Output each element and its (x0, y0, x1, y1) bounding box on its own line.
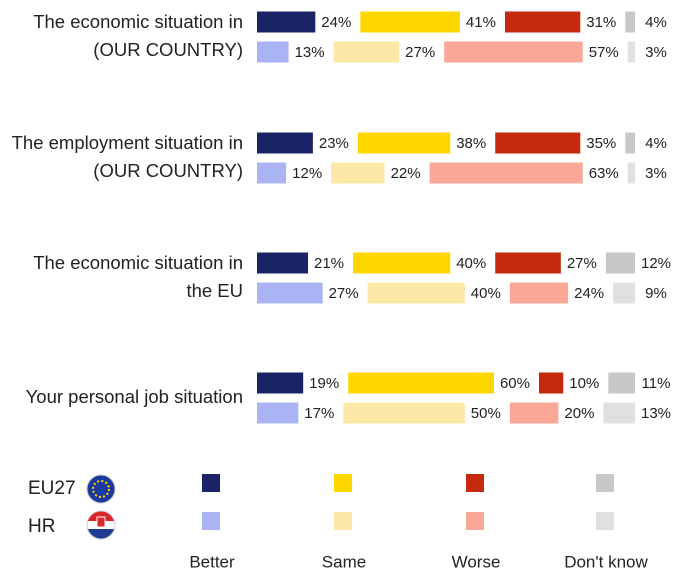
value-label: 13% (295, 44, 325, 61)
category-label: The economic situation in (33, 252, 243, 273)
value-label: 63% (589, 165, 619, 182)
value-label: 23% (319, 135, 349, 152)
bar-segment (495, 252, 561, 274)
value-label: 9% (645, 285, 667, 302)
category-label: The employment situation in (12, 132, 243, 153)
value-label: 27% (567, 255, 597, 272)
value-label: 35% (586, 135, 616, 152)
bar-segment (257, 252, 309, 274)
value-label: 12% (641, 255, 671, 272)
value-label: 31% (586, 14, 616, 31)
category-label: (OUR COUNTRY) (93, 160, 243, 181)
value-label: 40% (456, 255, 486, 272)
value-label: 4% (645, 14, 667, 31)
category-label: The economic situation in (33, 11, 243, 32)
bar-segment (509, 402, 559, 424)
value-label: 11% (642, 375, 671, 392)
bar-segment (360, 11, 460, 33)
bar-segment (627, 41, 635, 63)
value-label: 60% (500, 375, 530, 392)
legend-swatch (596, 512, 614, 530)
value-label: 12% (292, 165, 322, 182)
legend-label: Worse (452, 552, 501, 571)
legend-series: HR (28, 516, 55, 537)
hr-flag (86, 510, 116, 540)
bar-segment (444, 41, 583, 63)
bar-segment (603, 402, 635, 424)
bar-segment (605, 252, 635, 274)
legend-label: Same (322, 552, 366, 571)
value-label: 21% (314, 255, 344, 272)
legend-swatch (202, 512, 220, 530)
bar-segment (343, 402, 465, 424)
bar-segment (627, 162, 635, 184)
bar-segment (608, 372, 635, 394)
value-label: 10% (569, 375, 599, 392)
bar-segment (257, 402, 299, 424)
category-label: (OUR COUNTRY) (93, 39, 243, 60)
category-label: the EU (186, 280, 243, 301)
bar-segment (257, 11, 316, 33)
value-label: 19% (309, 375, 339, 392)
value-label: 24% (574, 285, 604, 302)
legend-swatch (202, 474, 220, 492)
value-label: 38% (456, 135, 486, 152)
value-label: 3% (645, 44, 667, 61)
bar-segment (367, 282, 465, 304)
bar-segment (348, 372, 494, 394)
category-label: Your personal job situation (26, 386, 243, 407)
bar-segment (613, 282, 635, 304)
bar-segment (509, 282, 569, 304)
legend-swatch (334, 512, 352, 530)
value-label: 4% (645, 135, 667, 152)
value-label: 41% (466, 14, 496, 31)
legend-swatch (466, 512, 484, 530)
bar-segment (429, 162, 583, 184)
bar-segment (538, 372, 564, 394)
bar-segment (257, 162, 287, 184)
value-label: 22% (391, 165, 421, 182)
legend-swatch (466, 474, 484, 492)
bar-segment (357, 132, 451, 154)
bar-segment (495, 132, 581, 154)
bar-segment (353, 252, 451, 274)
legend-swatch (334, 474, 352, 492)
bar-segment (257, 41, 289, 63)
value-label: 3% (645, 165, 667, 182)
value-label: 50% (471, 405, 501, 422)
value-label: 57% (589, 44, 619, 61)
value-label: 20% (564, 405, 594, 422)
value-label: 27% (405, 44, 435, 61)
legend-swatch (596, 474, 614, 492)
bar-segment (257, 372, 304, 394)
bar-segment (625, 132, 635, 154)
bar-segment (257, 132, 313, 154)
legend-label: Better (189, 552, 235, 571)
bar-segment (625, 11, 635, 33)
bar-segment (504, 11, 581, 33)
value-label: 17% (304, 405, 334, 422)
value-label: 24% (321, 14, 351, 31)
legend-label: Don't know (564, 552, 648, 571)
value-label: 13% (641, 405, 671, 422)
bar-segment (331, 162, 385, 184)
legend-series: EU27 (28, 478, 76, 499)
value-label: 40% (471, 285, 501, 302)
bar-segment (257, 282, 323, 304)
bar-segment (333, 41, 400, 63)
eu-flag (86, 474, 116, 504)
value-label: 27% (329, 285, 359, 302)
